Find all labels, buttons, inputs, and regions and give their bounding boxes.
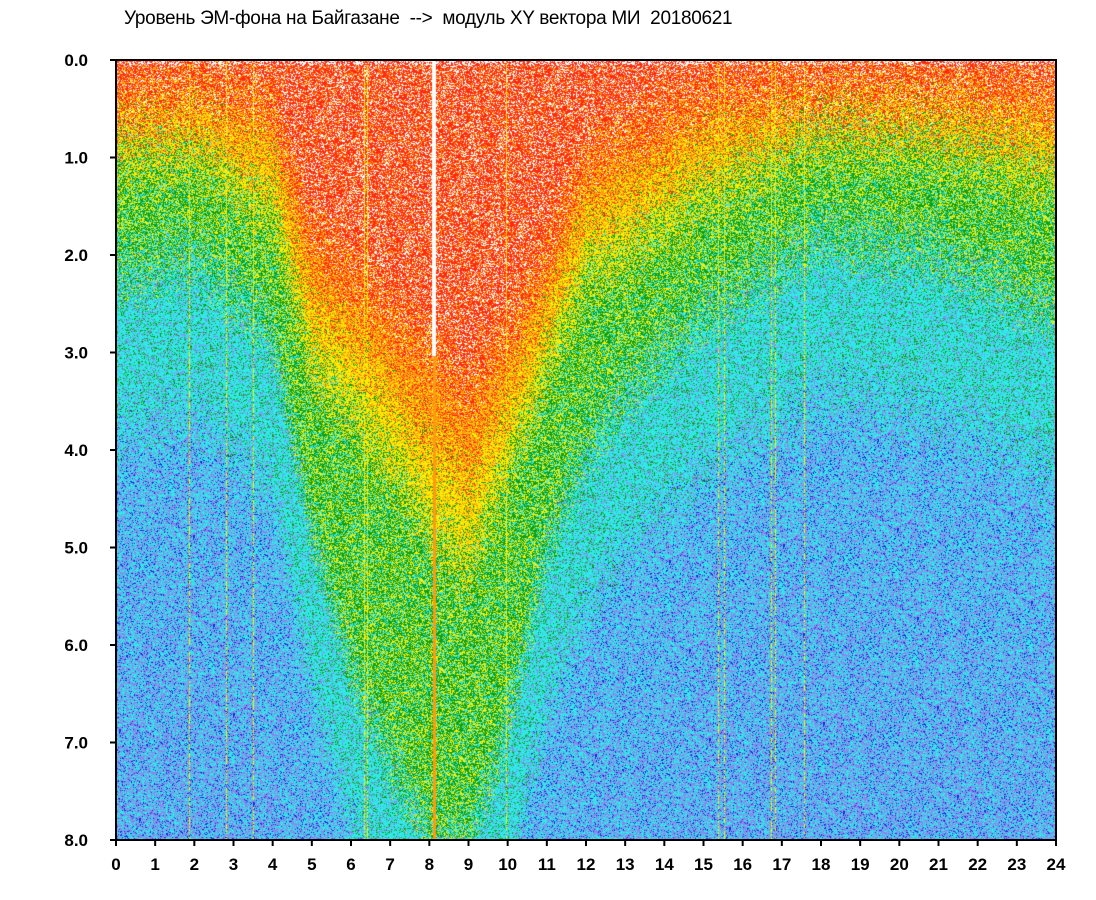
y-axis: 0.0 1.0 2.0 3.0 4.0 5.0 6.0 7.0 8.0 <box>64 51 116 850</box>
x-tick-label: 19 <box>851 855 870 874</box>
x-tick-label: 11 <box>538 855 556 874</box>
x-tick-label: 22 <box>968 855 987 874</box>
x-tick-label: 9 <box>464 855 473 874</box>
x-tick-label: 6 <box>346 855 355 874</box>
y-tick-label: 1.0 <box>64 149 88 168</box>
y-tick-label: 2.0 <box>64 246 88 265</box>
x-tick-label: 20 <box>890 855 909 874</box>
x-tick-label: 16 <box>733 855 752 874</box>
x-tick-label: 5 <box>307 855 316 874</box>
y-tick-label: 4.0 <box>64 441 88 460</box>
y-tick-label: 7.0 <box>64 734 88 753</box>
x-tick-label: 15 <box>694 855 713 874</box>
heatmap-image <box>116 60 1056 840</box>
x-tick-label: 12 <box>577 855 596 874</box>
y-tick-label: 0.0 <box>64 51 88 70</box>
y-tick-label: 8.0 <box>64 831 88 850</box>
x-tick-label: 17 <box>772 855 791 874</box>
chart-title: Уровень ЭМ-фона на Байгазане --> модуль … <box>124 8 733 29</box>
x-tick-label: 4 <box>268 855 278 874</box>
x-tick-label: 3 <box>229 855 238 874</box>
x-tick-label: 8 <box>425 855 434 874</box>
x-tick-label: 13 <box>616 855 635 874</box>
x-tick-label: 7 <box>385 855 394 874</box>
x-axis: 0 1 2 3 4 5 6 7 8 9 10 11 12 13 14 15 16 17 18 19 20 21 22 23 24 <box>111 840 1066 874</box>
x-tick-label: 0 <box>111 855 120 874</box>
x-tick-label: 18 <box>812 855 831 874</box>
x-tick-label: 1 <box>150 855 159 874</box>
x-tick-label: 24 <box>1047 855 1066 874</box>
x-tick-label: 2 <box>190 855 199 874</box>
y-tick-label: 3.0 <box>64 344 88 363</box>
y-tick-label: 5.0 <box>64 539 88 558</box>
x-tick-label: 23 <box>1007 855 1026 874</box>
y-tick-label: 6.0 <box>64 636 88 655</box>
x-tick-label: 14 <box>655 855 674 874</box>
x-tick-label: 10 <box>498 855 517 874</box>
x-tick-label: 21 <box>929 855 948 874</box>
